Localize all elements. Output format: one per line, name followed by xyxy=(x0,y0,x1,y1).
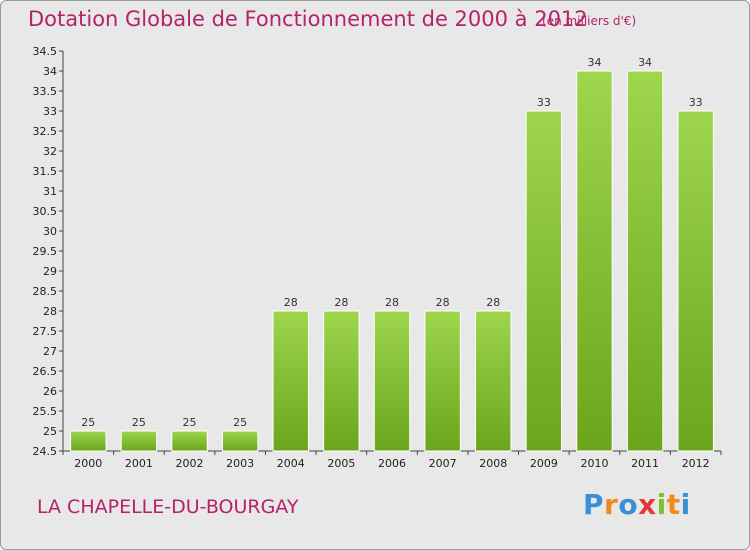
logo-letter: t xyxy=(666,488,681,521)
y-tick-label: 33.5 xyxy=(33,85,58,98)
bar-2005 xyxy=(323,310,360,452)
logo-letter: i xyxy=(656,488,667,521)
x-tick-label: 2008 xyxy=(479,457,507,470)
x-tick-label: 2000 xyxy=(74,457,102,470)
value-label: 34 xyxy=(638,56,652,69)
y-tick-label: 34.5 xyxy=(33,45,58,58)
proxiti-logo: Proxiti xyxy=(583,488,691,521)
y-tick-label: 30 xyxy=(43,225,57,238)
value-label: 33 xyxy=(689,96,703,109)
y-tick-label: 28.5 xyxy=(33,285,58,298)
value-label: 28 xyxy=(486,296,500,309)
bar-2010 xyxy=(576,70,613,452)
y-tick-label: 32.5 xyxy=(33,125,58,138)
x-tick-label: 2007 xyxy=(429,457,457,470)
bar-2008 xyxy=(475,310,512,452)
logo-letter: x xyxy=(638,488,657,521)
y-tick-label: 29 xyxy=(43,265,57,278)
y-tick-label: 32 xyxy=(43,145,57,158)
y-tick-label: 31 xyxy=(43,185,57,198)
x-tick-label: 2005 xyxy=(327,457,355,470)
value-label: 25 xyxy=(183,416,197,429)
value-label: 28 xyxy=(436,296,450,309)
value-label: 28 xyxy=(284,296,298,309)
x-tick-label: 2003 xyxy=(226,457,254,470)
value-label: 33 xyxy=(537,96,551,109)
bar-2006 xyxy=(373,310,411,452)
commune-name: LA CHAPELLE-DU-BOURGAY xyxy=(37,496,299,518)
bar-2007 xyxy=(424,310,461,452)
value-label: 28 xyxy=(385,296,399,309)
bar-2009 xyxy=(525,110,563,452)
x-tick-label: 2009 xyxy=(530,457,558,470)
chart-title: Dotation Globale de Fonctionnement de 20… xyxy=(28,7,588,31)
y-tick-label: 29.5 xyxy=(33,245,58,258)
x-tick-label: 2001 xyxy=(125,457,153,470)
bar-2001 xyxy=(120,430,158,452)
x-tick-label: 2011 xyxy=(631,457,659,470)
value-label: 34 xyxy=(587,56,601,69)
y-tick-label: 33 xyxy=(43,105,57,118)
x-tick-label: 2006 xyxy=(378,457,406,470)
logo-letter: r xyxy=(604,488,619,521)
x-tick-label: 2010 xyxy=(580,457,608,470)
x-tick-label: 2002 xyxy=(176,457,204,470)
y-tick-label: 31.5 xyxy=(33,165,58,178)
y-tick-label: 30.5 xyxy=(33,205,58,218)
y-tick-label: 26 xyxy=(43,385,57,398)
bar-2011 xyxy=(626,70,664,452)
y-tick-label: 26.5 xyxy=(33,365,58,378)
value-label: 25 xyxy=(132,416,146,429)
bar-2004 xyxy=(272,310,309,452)
logo-letter: P xyxy=(583,488,605,521)
bar-2003 xyxy=(221,430,259,452)
logo-letter: o xyxy=(618,488,639,521)
value-label: 28 xyxy=(334,296,348,309)
value-label: 25 xyxy=(233,416,247,429)
bar-2000 xyxy=(70,430,107,452)
bar-2002 xyxy=(171,430,208,452)
value-label: 25 xyxy=(81,416,95,429)
y-tick-label: 34 xyxy=(43,65,57,78)
bar-2012 xyxy=(677,110,714,452)
logo-letter: i xyxy=(680,488,691,521)
chart-subtitle: (en milliers d'€) xyxy=(542,14,637,28)
y-tick-label: 24.5 xyxy=(33,445,58,458)
x-tick-label: 2012 xyxy=(682,457,710,470)
y-tick-label: 25 xyxy=(43,425,57,438)
y-tick-label: 27.5 xyxy=(33,325,58,338)
y-tick-label: 25.5 xyxy=(33,405,58,418)
x-tick-label: 2004 xyxy=(277,457,305,470)
y-tick-label: 28 xyxy=(43,305,57,318)
y-tick-label: 27 xyxy=(43,345,57,358)
